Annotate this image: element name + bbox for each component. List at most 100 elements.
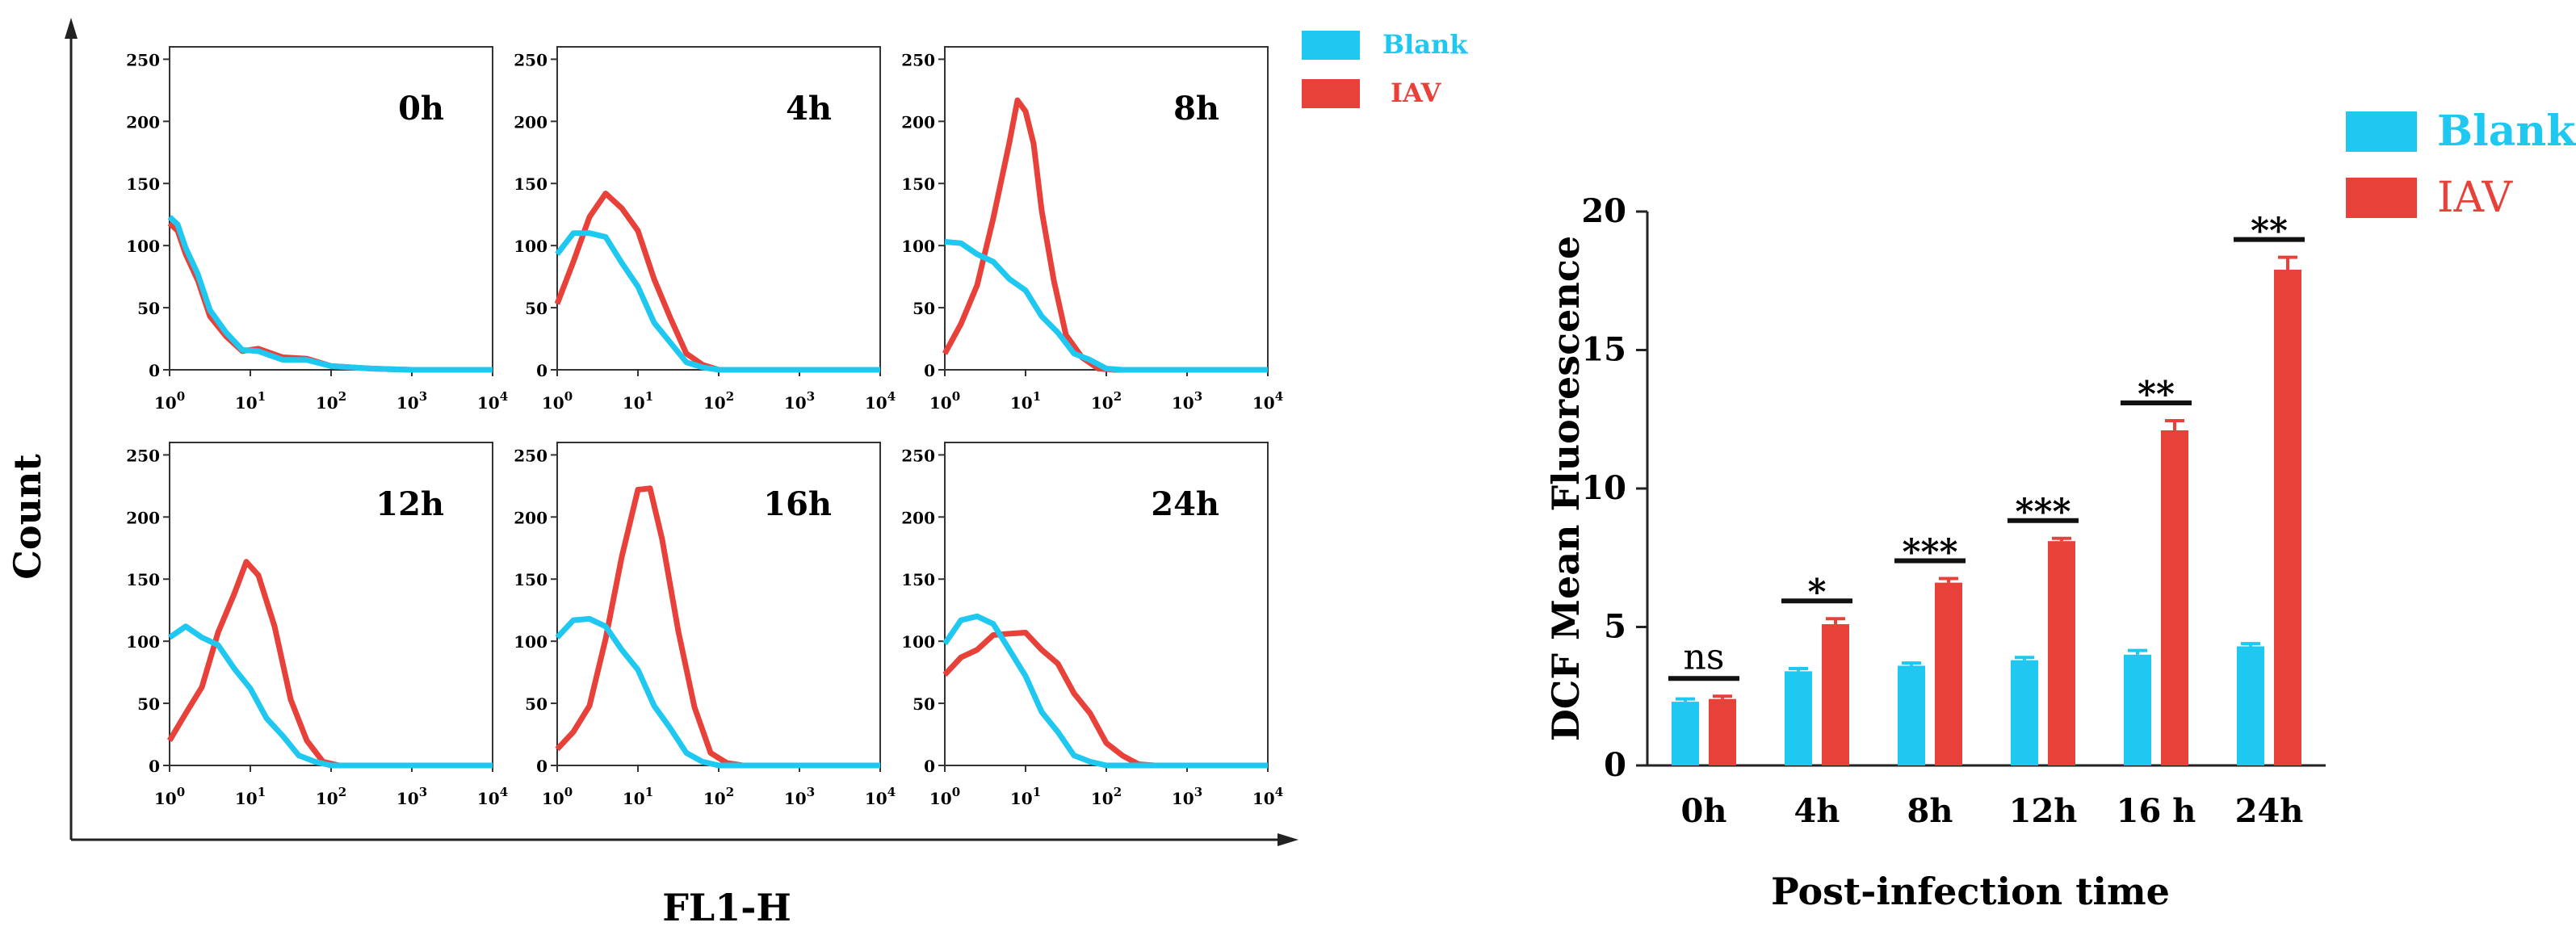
left-legend-blank-swatch <box>1302 31 1360 60</box>
panel-x-tick-label: 100 <box>542 785 573 808</box>
bar-legend-swatch-blank <box>2346 111 2417 152</box>
bar-iav-4 <box>2161 430 2188 765</box>
panel-x-tick-label: 100 <box>154 389 185 413</box>
left-y-title: Count <box>6 454 49 580</box>
left-legend-blank-label: Blank <box>1382 29 1468 60</box>
panel-y-tick-label: 200 <box>126 112 160 132</box>
panel-time-label: 4h <box>786 90 832 128</box>
panel-x-tick-label: 100 <box>929 785 960 808</box>
panel-y-tick-label: 150 <box>514 570 548 589</box>
bar-legend-swatch-iav <box>2346 178 2417 218</box>
panel-frame <box>944 46 1269 371</box>
panel-x-tick-label: 102 <box>703 785 734 808</box>
histogram-panel-8h: 0 50 100 150 200 250 100 101 102 103 104 8h <box>901 46 1283 413</box>
panel-y-tick-label: 50 <box>525 299 548 318</box>
bar-iav-3 <box>2048 541 2075 765</box>
significance-label: *** <box>2015 492 2070 533</box>
panel-time-label: 16h <box>763 485 832 523</box>
significance-label: * <box>1807 572 1826 613</box>
panel-x-tick-label: 102 <box>316 785 346 808</box>
histogram-panel-16h: 0 50 100 150 200 250 100 101 102 103 104 16h <box>514 442 896 808</box>
panel-y-tick-label: 250 <box>901 446 935 465</box>
panel-x-tick-label: 104 <box>1252 389 1283 413</box>
panel-x-tick-label: 102 <box>703 389 734 413</box>
histogram-iav-curve <box>942 630 1268 769</box>
panel-x-tick-label: 102 <box>1091 389 1122 413</box>
panel-y-tick-label: 150 <box>126 570 160 589</box>
panel-x-tick-label: 103 <box>784 389 815 413</box>
panel-y-tick-label: 100 <box>126 237 160 256</box>
panel-time-label: 24h <box>1151 485 1219 523</box>
panel-y-tick-label: 250 <box>126 50 160 69</box>
panel-frame <box>556 46 881 371</box>
bar-y-tick-label: 5 <box>1604 608 1626 646</box>
panel-x-tick-label: 104 <box>865 785 896 808</box>
bar-y-tick-label: 10 <box>1581 469 1626 507</box>
bar-blank-0 <box>1672 702 1699 765</box>
bar-legend-label-blank: Blank <box>2437 107 2576 156</box>
histogram-blank-curve <box>944 239 1268 373</box>
panel-y-tick-label: 150 <box>901 174 935 194</box>
histogram-blank-curve <box>168 623 493 769</box>
panel-x-tick-label: 100 <box>542 389 573 413</box>
significance-label: ** <box>2251 211 2288 252</box>
panel-y-tick-label: 50 <box>913 299 935 318</box>
panel-x-tick-label: 102 <box>1091 785 1122 808</box>
panel-x-tick-label: 103 <box>396 785 427 808</box>
bar-y-title: DCF Mean Fluorescence <box>1544 236 1588 741</box>
panel-y-tick-label: 250 <box>901 50 935 69</box>
panel-y-tick-label: 200 <box>901 112 935 132</box>
outer-x-arrow <box>1278 833 1298 846</box>
panel-y-tick-label: 250 <box>514 446 548 465</box>
panel-y-tick-label: 100 <box>126 632 160 652</box>
panel-y-tick-label: 100 <box>901 237 935 256</box>
panel-x-tick-label: 100 <box>929 389 960 413</box>
histogram-panel-12h: 0 50 100 150 200 250 100 101 102 103 104 12h <box>126 442 508 808</box>
panel-x-tick-label: 104 <box>865 389 896 413</box>
panel-y-tick-label: 150 <box>126 174 160 194</box>
panel-x-tick-label: 103 <box>784 785 815 808</box>
panel-y-tick-label: 250 <box>514 50 548 69</box>
panel-y-tick-label: 50 <box>137 299 160 318</box>
bar-x-title: Post-infection time <box>1771 870 2170 913</box>
bar-x-tick-label: 0h <box>1681 792 1727 830</box>
histogram-blank-curve <box>555 230 880 373</box>
panel-y-tick-label: 150 <box>514 174 548 194</box>
panel-y-tick-label: 0 <box>924 757 935 776</box>
panel-y-tick-label: 0 <box>149 361 160 380</box>
outer-y-arrow <box>65 18 78 39</box>
panel-x-tick-label: 101 <box>235 785 266 808</box>
bar-y-tick-label: 0 <box>1604 746 1626 784</box>
panel-time-label: 8h <box>1173 90 1219 128</box>
panel-y-tick-label: 0 <box>536 361 548 380</box>
panel-y-tick-label: 150 <box>901 570 935 589</box>
panel-x-tick-label: 101 <box>1010 785 1041 808</box>
panel-y-tick-label: 50 <box>137 694 160 714</box>
significance-label: ** <box>2138 374 2175 415</box>
panel-y-tick-label: 250 <box>126 446 160 465</box>
panel-frame <box>944 442 1269 766</box>
panel-x-tick-label: 104 <box>1252 785 1283 808</box>
panel-y-tick-label: 200 <box>901 508 935 527</box>
bar-blank-3 <box>2011 660 2038 765</box>
panel-x-tick-label: 104 <box>477 389 508 413</box>
histogram-blank-curve <box>942 613 1268 769</box>
panel-x-tick-label: 101 <box>1010 389 1041 413</box>
panel-y-tick-label: 200 <box>514 508 548 527</box>
panel-y-tick-label: 0 <box>924 361 935 380</box>
bar-x-tick-label: 12h <box>2009 792 2078 830</box>
bar-x-tick-label: 24h <box>2235 792 2304 830</box>
bar-blank-4 <box>2124 654 2151 765</box>
bar-legend-label-iav: IAV <box>2437 174 2514 222</box>
bar-y-tick-label: 20 <box>1581 192 1626 230</box>
bar-blank-5 <box>2237 646 2264 765</box>
panel-x-tick-label: 101 <box>623 785 653 808</box>
bar-x-tick-label: 8h <box>1907 792 1953 830</box>
panel-y-tick-label: 50 <box>913 694 935 714</box>
panel-time-label: 0h <box>398 90 444 128</box>
left-legend-iav-label: IAV <box>1391 78 1441 108</box>
panel-x-tick-label: 103 <box>1172 785 1202 808</box>
bar-iav-0 <box>1709 698 1736 765</box>
bar-blank-1 <box>1785 671 1812 765</box>
